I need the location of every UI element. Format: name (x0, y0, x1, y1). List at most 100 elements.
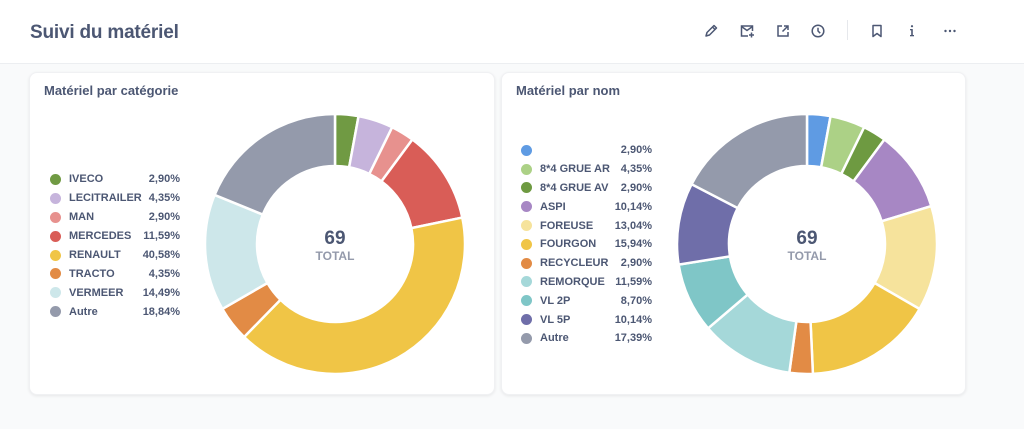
legend-item[interactable]: Autre 18,84% (50, 302, 180, 321)
legend-label: ASPI (540, 200, 566, 213)
legend-value: 2,90% (148, 173, 180, 186)
legend-value: 4,35% (148, 192, 180, 205)
donut-slice[interactable] (242, 216, 465, 374)
legend-value: 2,90% (620, 257, 652, 270)
toolbar-divider (847, 20, 848, 40)
legend-value: 4,35% (148, 267, 180, 280)
legend-value: 2,90% (620, 181, 652, 194)
ellipsis-icon (944, 29, 956, 33)
legend-label: TRACTO (69, 267, 115, 280)
donut-chart: 69 TOTAL (205, 114, 465, 374)
legend-label: LECITRAILER (69, 192, 142, 205)
legend-value: 40,58% (142, 249, 180, 261)
legend-swatch-icon (50, 230, 61, 242)
external-link-icon (777, 25, 789, 37)
legend-swatch-icon (521, 295, 532, 307)
legend-value: 15,94% (614, 238, 652, 251)
dashboard-header: Suivi du matériel (0, 0, 1024, 64)
total-value: 69 (796, 228, 817, 249)
legend-item[interactable]: 8*4 GRUE AV 2,90% (521, 179, 652, 198)
legend-item[interactable]: ASPI 10,14% (521, 197, 652, 216)
legend-swatch-icon (521, 257, 532, 269)
legend-label: VL 5P (540, 313, 571, 326)
legend-item[interactable]: FOURGON 15,94% (521, 235, 652, 254)
legend-item[interactable]: VL 2P 8,70% (521, 291, 652, 310)
legend-value: 13,04% (614, 219, 652, 232)
legend-swatch-icon (521, 220, 532, 232)
donut-slice[interactable] (689, 114, 809, 210)
legend-label: 8*4 GRUE AV (540, 181, 609, 194)
legend-item[interactable]: LECITRAILER 4,35% (50, 189, 180, 208)
legend-swatch-icon (50, 249, 61, 261)
legend-label: VL 2P (540, 294, 571, 307)
legend-item[interactable]: TRACTO 4,35% (50, 264, 180, 283)
legend-label: FOREUSE (540, 219, 594, 232)
share-button[interactable] (772, 20, 794, 42)
card-materiel-par-categorie: Matériel par catégorie IVECO 2,90% LECITRA… (29, 72, 495, 395)
legend-value: 17,39% (614, 332, 652, 345)
legend-item[interactable]: VERMEER 14,49% (50, 283, 180, 302)
pencil-icon (705, 24, 718, 37)
legend-value: 18,84% (142, 305, 180, 318)
legend-item[interactable]: VL 5P 10,14% (521, 310, 652, 329)
card-title[interactable]: Matériel par catégorie (44, 83, 179, 98)
legend-swatch-icon (521, 144, 532, 156)
legend-value: 10,14% (614, 200, 652, 213)
donut-slice[interactable] (212, 114, 337, 217)
total-label: TOTAL (316, 249, 355, 263)
legend-item[interactable]: Autre 17,39% (521, 329, 652, 348)
card-title[interactable]: Matériel par nom (516, 83, 621, 98)
bookmark-button[interactable] (866, 20, 888, 42)
legend-item[interactable]: 2,90% (521, 141, 652, 160)
legend-label: 8*4 GRUE AR (540, 163, 610, 176)
legend-item[interactable]: MERCEDES 11,59% (50, 227, 180, 246)
history-button[interactable] (807, 20, 829, 42)
legend-item[interactable]: RECYCLEUR 2,90% (521, 254, 652, 273)
legend-swatch-icon (521, 332, 532, 344)
legend-label: MERCEDES (69, 230, 132, 243)
legend-value: 11,59% (615, 275, 652, 288)
card-materiel-par-nom: Matériel par nom 2,90% 8*4 GRUE AR 4,35% 8*… (501, 72, 966, 395)
legend-swatch-icon (50, 268, 61, 280)
legend-item[interactable]: FOREUSE 13,04% (521, 216, 652, 235)
legend-label: MAN (69, 211, 95, 224)
legend-swatch-icon (521, 182, 532, 194)
legend-swatch-icon (50, 306, 61, 318)
info-button[interactable] (901, 20, 923, 42)
total-label: TOTAL (788, 249, 827, 263)
legend-value: 2,90% (148, 211, 180, 224)
legend-item[interactable]: 8*4 GRUE AR 4,35% (521, 160, 652, 179)
legend-swatch-icon (50, 173, 61, 185)
legend-swatch-icon (50, 211, 61, 223)
legend-swatch-icon (50, 287, 61, 299)
legend-item[interactable]: RENAULT 40,58% (50, 246, 180, 265)
chart-legend: IVECO 2,90% LECITRAILER 4,35% MAN 2,90% MERCED… (50, 170, 180, 321)
legend-item[interactable]: MAN 2,90% (50, 208, 180, 227)
legend-swatch-icon (521, 238, 532, 250)
legend-label: RECYCLEUR (540, 257, 609, 270)
legend-value: 11,59% (143, 230, 180, 243)
legend-item[interactable]: IVECO 2,90% (50, 170, 180, 189)
clock-icon (811, 24, 825, 38)
legend-swatch-icon (521, 163, 532, 175)
more-button[interactable] (939, 20, 961, 42)
legend-label: IVECO (69, 173, 104, 186)
bookmark-icon (872, 24, 882, 38)
legend-swatch-icon (50, 192, 61, 204)
legend-value: 14,49% (142, 286, 180, 299)
legend-label: VERMEER (69, 286, 124, 299)
edit-button[interactable] (700, 20, 722, 42)
legend-label: REMORQUE (540, 275, 605, 288)
legend-value: 10,14% (614, 313, 652, 326)
legend-label: FOURGON (540, 238, 597, 251)
legend-swatch-icon (521, 314, 532, 326)
chart-legend: 2,90% 8*4 GRUE AR 4,35% 8*4 GRUE AV 2,90% ASP… (521, 141, 652, 348)
legend-label: Autre (540, 332, 569, 345)
legend-item[interactable]: REMORQUE 11,59% (521, 273, 652, 292)
legend-swatch-icon (521, 276, 532, 288)
donut-chart: 69 TOTAL (677, 114, 937, 374)
info-icon (910, 25, 914, 37)
legend-label: Autre (69, 305, 98, 318)
legend-swatch-icon (521, 201, 532, 213)
subscribe-button[interactable] (736, 20, 758, 42)
